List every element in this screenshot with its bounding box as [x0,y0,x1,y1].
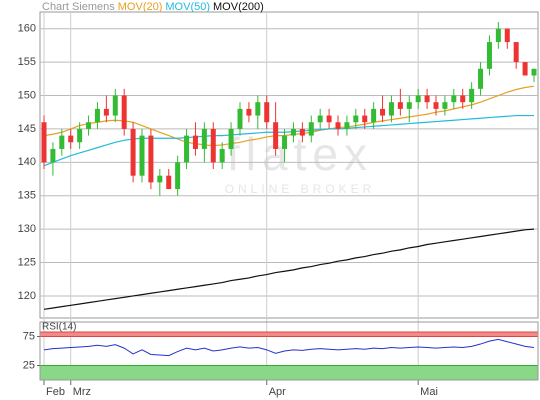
ma-line [43,228,535,310]
x-tick-label: Mai [420,386,438,398]
y-tick-label: 160 [18,23,36,35]
candle-body [371,108,377,123]
candle-body [94,108,100,123]
candle-body [388,102,394,116]
oversold-zone [39,365,539,381]
candle-body [326,115,332,123]
ma-line [43,114,534,167]
candle-body [460,95,466,103]
legend-entry: MOV(50) [165,1,210,13]
candle-body [344,122,350,129]
candle-body [201,128,207,149]
candle-body [317,115,323,123]
candle-body [50,148,56,163]
candle-body [513,42,519,63]
candle-body [504,28,510,43]
y-tick-label: 120 [18,290,36,302]
candle-body [219,148,225,163]
candle-body [86,122,92,129]
candle-body [130,128,136,176]
x-tick-label: Feb [46,386,65,398]
candle-body [433,102,439,109]
candle-body [77,128,83,143]
candle-body [380,108,386,116]
rsi-line [43,338,535,357]
candle-body [282,135,288,149]
y-tick-label: 155 [18,56,36,68]
candle-body [397,102,403,109]
candle-body [486,42,492,69]
candle-body [59,135,65,149]
candle-body [148,135,154,183]
chart-title: Chart Siemens [42,1,115,13]
candle-body [478,68,484,89]
candle-body [237,108,243,129]
candle-body [308,122,314,136]
candle-body [469,88,475,103]
candle-body [353,115,359,123]
candle-body [451,95,457,103]
candle-body [121,95,127,129]
legend-entry: MOV(20) [118,1,163,13]
plot-frame [39,11,539,319]
candle-body [424,95,430,103]
candle-body [264,102,270,123]
candle-body [495,28,501,43]
candle-body [246,108,252,116]
y-tick-label: 135 [18,190,36,202]
candle-body [166,175,172,190]
candle-body [41,122,47,163]
watermark-logo: flatex [227,128,373,180]
candle-body [299,128,305,136]
candle-body [290,128,296,136]
candle-body [362,115,368,123]
candle-body [442,102,448,109]
candle-body [415,95,421,103]
rsi-frame [39,321,539,381]
x-tick-label: Mrz [73,386,91,398]
y-tick-label: 125 [18,256,36,268]
candle-body [103,108,109,116]
candle-body [522,62,528,76]
candle-body [210,128,216,163]
y-tick-label: 150 [18,89,36,101]
candle-body [157,175,163,183]
rsi-tick-label: 75 [23,330,35,342]
candle-body [406,102,412,109]
y-tick-label: 130 [18,223,36,235]
rsi-tick-label: 25 [23,359,35,371]
candle-body [335,122,341,129]
candle-body [273,122,279,149]
y-tick-label: 145 [18,123,36,135]
y-tick-label: 140 [18,156,36,168]
rsi-title: RSI(14) [42,322,76,333]
overbought-zone [39,331,539,337]
candle-body [228,128,234,149]
candle-body [68,135,74,143]
candle-body [139,135,145,176]
legend-entry: MOV(200) [213,1,264,13]
x-tick-label: Apr [269,386,286,398]
candle-body [192,135,198,149]
watermark-tagline: ONLINE BROKER [225,182,376,196]
candle-body [184,135,190,163]
candle-body [531,68,537,76]
candle-body [112,95,118,116]
candle-body [255,102,261,116]
candle-body [175,162,181,190]
